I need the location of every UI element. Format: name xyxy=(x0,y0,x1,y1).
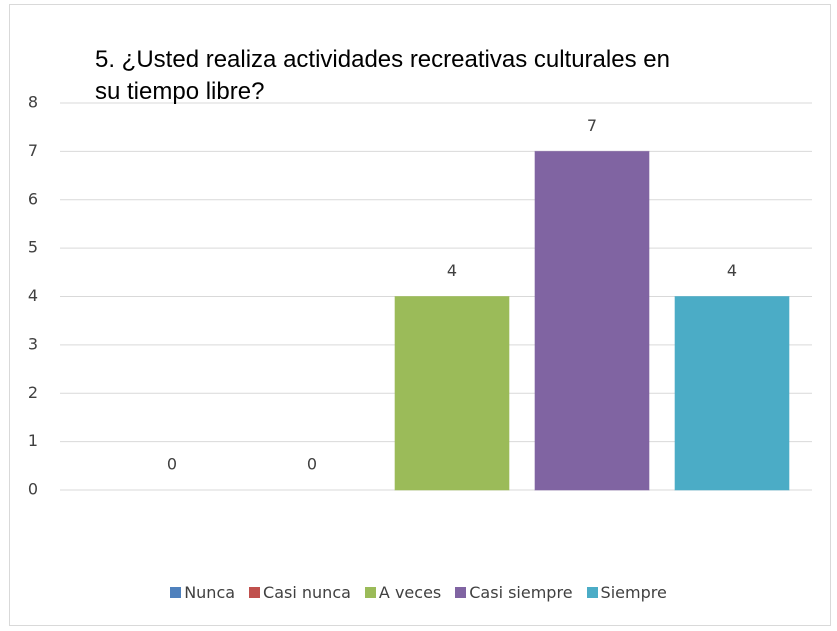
data-label: 4 xyxy=(727,261,737,280)
legend-swatch xyxy=(586,587,598,598)
data-label: 0 xyxy=(307,455,317,474)
legend-item: Casi siempre xyxy=(455,583,573,602)
y-tick-label: 8 xyxy=(28,93,38,112)
legend-swatch xyxy=(364,587,376,598)
legend-label: Casi nunca xyxy=(263,583,351,602)
y-tick-label: 7 xyxy=(28,141,38,160)
bar xyxy=(394,296,510,491)
legend-label: A veces xyxy=(378,583,442,602)
legend-item: Siempre xyxy=(586,583,667,602)
y-tick-label: 6 xyxy=(28,189,38,208)
data-label: 7 xyxy=(587,116,597,135)
y-tick-label: 4 xyxy=(28,286,38,305)
chart-title: 5. ¿Usted realiza actividades recreativa… xyxy=(95,46,670,105)
y-tick-label: 2 xyxy=(28,383,38,402)
legend-swatch xyxy=(249,587,261,598)
data-label: 4 xyxy=(447,261,457,280)
bar xyxy=(674,296,790,491)
legend-label: Casi siempre xyxy=(469,583,573,602)
legend-label: Siempre xyxy=(600,583,667,602)
legend-item: Nunca xyxy=(170,583,235,602)
y-tick-label: 3 xyxy=(28,334,38,353)
data-label: 0 xyxy=(167,455,177,474)
legend-swatch xyxy=(455,587,467,598)
chart-frame xyxy=(9,4,831,626)
legend-swatch xyxy=(170,587,182,598)
y-tick-label: 5 xyxy=(28,238,38,257)
y-tick-label: 0 xyxy=(28,480,38,499)
legend-item: Casi nunca xyxy=(249,583,351,602)
legend-label: Nunca xyxy=(184,583,236,602)
bar xyxy=(534,150,650,491)
legend-item: A veces xyxy=(364,583,442,602)
legend: Nunca Casi nunca A veces Casi siempre Siempr… xyxy=(0,583,837,602)
y-tick-label: 1 xyxy=(28,431,38,450)
